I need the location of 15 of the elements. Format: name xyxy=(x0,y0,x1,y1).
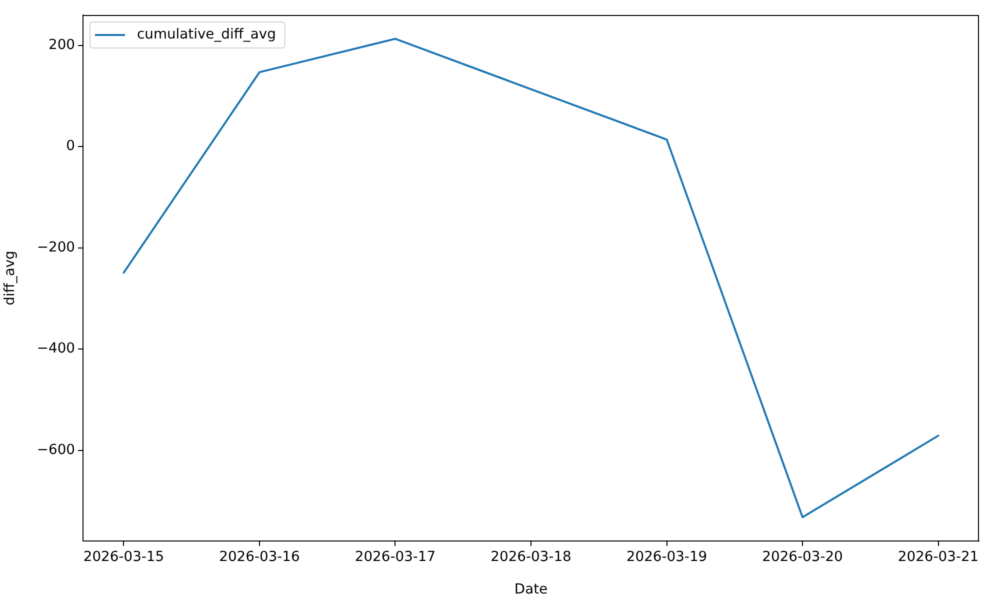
legend-label: cumulative_diff_avg xyxy=(137,26,276,43)
y-tick-label: −400 xyxy=(36,340,75,357)
x-tick-label: 2026-03-19 xyxy=(626,548,708,565)
x-tick-label: 2026-03-16 xyxy=(219,548,300,565)
x-tick-label: 2026-03-21 xyxy=(898,548,979,565)
x-axis-title: Date xyxy=(514,581,548,598)
x-tick-label: 2026-03-17 xyxy=(354,548,436,565)
y-axis-title: diff_avg xyxy=(2,250,18,306)
y-tick-label: −200 xyxy=(36,239,75,256)
x-tick-label: 2026-03-20 xyxy=(762,548,843,565)
y-tick-label: 0 xyxy=(66,138,75,154)
y-tick-label: −600 xyxy=(36,442,75,458)
y-tick-label: 200 xyxy=(48,36,75,53)
x-tick-label: 2026-03-18 xyxy=(490,548,572,565)
x-tick-label: 2026-03-15 xyxy=(83,548,164,565)
